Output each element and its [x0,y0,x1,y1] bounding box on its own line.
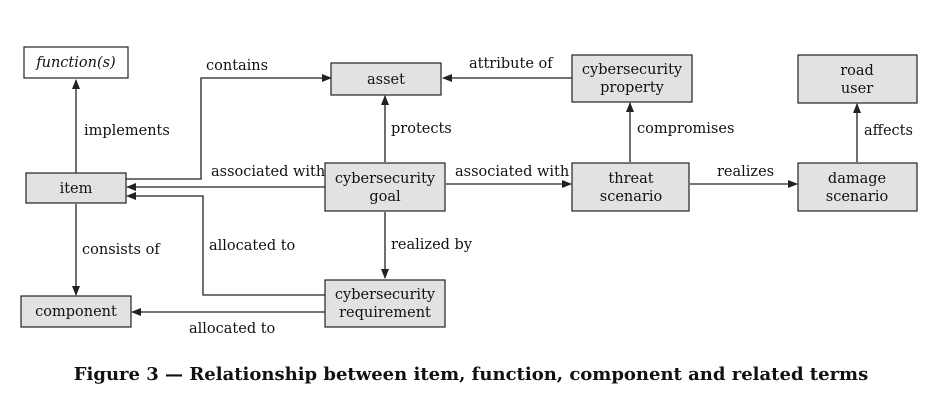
node-function: function(s) [23,46,129,79]
node-component-box [20,295,132,328]
node-threat-scenario-box [571,162,690,212]
node-cybersecurity-goal: cybersecurity goal [324,162,446,212]
node-asset: asset [330,62,442,96]
node-cybersecurity-property: cybersecurity property [571,54,693,103]
node-road-user-line1: road [840,63,874,79]
label-associated-with-threat: associated with [455,164,569,180]
label-protects: protects [391,121,452,137]
node-cybersecurity-goal-line2: goal [369,189,401,205]
node-asset-label: asset [367,72,405,88]
node-item-box [25,172,127,204]
node-cybersecurity-goal-line1: cybersecurity [335,171,436,187]
node-threat-scenario: threat scenario [571,162,690,212]
node-cybersecurity-requirement: cybersecurity requirement [324,279,446,328]
node-component-label: component [35,304,117,320]
node-cybersecurity-requirement-line1: cybersecurity [335,287,436,303]
node-road-user: road user [797,54,918,104]
label-associated-with-item: associated with [211,164,325,180]
node-cybersecurity-property-line1: cybersecurity [582,62,683,78]
edge-allocated-to-item [126,192,325,296]
node-cybersecurity-requirement-line2: requirement [339,305,431,321]
node-item: item [25,172,127,204]
node-component: component [20,295,132,328]
label-contains: contains [206,58,268,74]
nodes: function(s) asset cybersecurity property… [20,46,918,328]
label-compromises: compromises [637,121,734,137]
connectors [72,74,861,316]
node-function-box [23,46,129,79]
label-consists-of: consists of [82,242,161,258]
edge-labels: implements contains attribute of protect… [82,56,913,337]
node-cybersecurity-property-line2: property [600,80,665,96]
node-item-label: item [60,181,93,197]
label-realizes: realizes [717,164,774,180]
node-threat-scenario-line2: scenario [600,189,662,205]
node-damage-scenario-box [797,162,918,212]
label-realized-by: realized by [391,237,473,253]
node-threat-scenario-line1: threat [608,171,653,187]
node-cybersecurity-goal-box [324,162,446,212]
node-function-label: function(s) [35,55,115,71]
node-road-user-box [797,54,918,104]
node-damage-scenario: damage scenario [797,162,918,212]
label-implements: implements [84,123,170,139]
node-cybersecurity-requirement-box [324,279,446,328]
node-damage-scenario-line1: damage [828,171,886,187]
label-affects: affects [864,123,913,139]
node-cybersecurity-property-box [571,54,693,103]
label-allocated-to-component: allocated to [189,321,275,337]
node-road-user-line2: user [841,81,873,97]
figure-caption: Figure 3 — Relationship between item, fu… [73,364,869,385]
node-asset-box [330,62,442,96]
edge-contains [126,74,332,180]
label-allocated-to-item: allocated to [209,238,295,254]
label-attribute-of: attribute of [469,56,554,72]
node-damage-scenario-line2: scenario [826,189,888,205]
